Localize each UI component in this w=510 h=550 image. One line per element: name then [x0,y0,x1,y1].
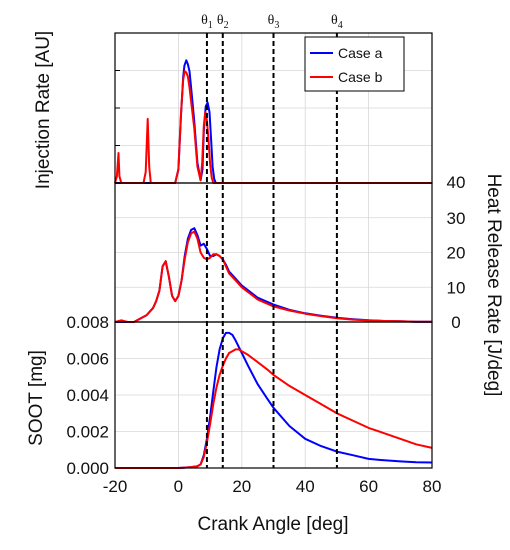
bottom-ytick-label: 0.008 [66,313,109,332]
xlabel: Crank Angle [deg] [197,514,348,535]
bottom-panel-frame [114,321,433,469]
middle-ytick-label: 40 [447,173,466,192]
marker-layer: θ1 θ2 θ3 θ4 [201,13,343,468]
x-tick-label: 0 [174,477,183,496]
x-tick-label: -20 [103,477,128,496]
middle-ytick-label: 0 [451,313,460,332]
x-tick-label: 60 [359,477,378,496]
middle-series-case-b [114,230,433,323]
bottom-ytick-label: 0.000 [66,459,109,478]
bottom-ylabel: SOOT [mg] [26,350,47,446]
tick-layer: 0 10 20 30 40 0.000 0.002 0.004 0.006 0.008 -20 0 20… [66,32,466,496]
legend-box [304,36,405,92]
middle-ytick-label: 20 [447,244,466,263]
legend: Case a Case b [304,36,405,92]
top-ylabel: Injection Rate [AU] [33,31,54,189]
bottom-ytick-label: 0.002 [66,423,109,442]
theta-1-label: θ1 [201,13,213,31]
theta-4-label: θ4 [331,13,343,31]
middle-ylabel: Heat Release Rate [J/deg] [483,174,504,397]
x-tick-label: 80 [423,477,442,496]
bottom-series-case-b [115,348,433,469]
middle-ytick-label: 10 [447,278,466,297]
theta-2-label: θ2 [217,13,229,31]
theta-3-label: θ3 [268,13,280,31]
legend-label-case-a: Case a [338,45,383,61]
x-tick-label: 20 [232,477,251,496]
bottom-ytick-label: 0.004 [66,386,109,405]
bottom-ytick-label: 0.006 [66,350,109,369]
middle-ytick-label: 30 [447,209,466,228]
x-tick-label: 40 [296,477,315,496]
legend-label-case-b: Case b [338,69,383,85]
